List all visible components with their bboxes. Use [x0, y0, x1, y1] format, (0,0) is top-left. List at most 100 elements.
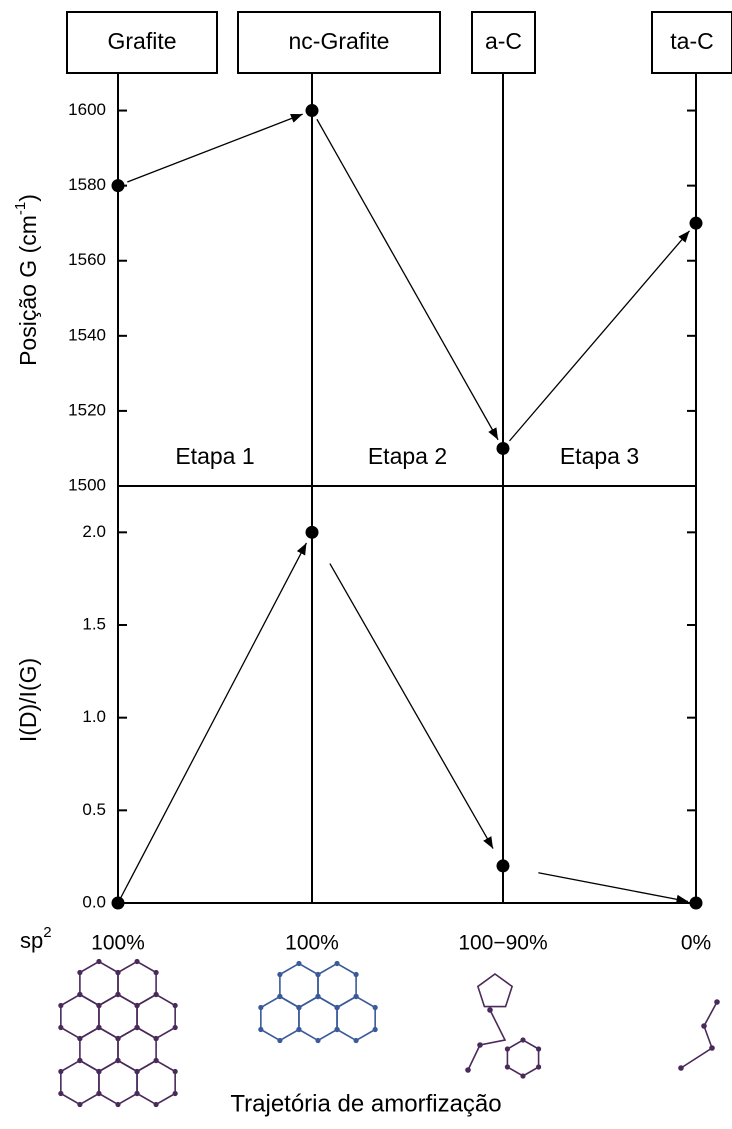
- category-label: a-C: [485, 28, 522, 54]
- atom: [153, 1057, 159, 1064]
- hexagon: [79, 1026, 119, 1073]
- hexagon: [279, 962, 319, 1009]
- hexagon: [60, 1059, 100, 1106]
- atom: [520, 1037, 526, 1043]
- chain: [467, 1009, 507, 1071]
- y-tick-label: 1500: [68, 475, 106, 494]
- atom: [258, 1026, 264, 1033]
- atom: [115, 1057, 121, 1064]
- atom: [96, 1068, 102, 1075]
- category-label: nc-Grafite: [289, 28, 390, 54]
- y-label-sup: -1: [12, 202, 29, 215]
- y-tick-label: 1.0: [82, 707, 106, 726]
- y-label-text: Posição G (cm: [15, 215, 41, 366]
- y-axis-label: Posição G (cm-1): [12, 194, 41, 366]
- atom: [520, 1073, 526, 1079]
- y-tick-label: 0.5: [82, 800, 106, 819]
- data-point: [111, 179, 125, 193]
- sp2-percentage: 100%: [91, 932, 145, 955]
- atom: [96, 1024, 102, 1031]
- arrow: [316, 118, 499, 441]
- y-tick-label: 1580: [68, 175, 106, 194]
- atom: [115, 1101, 121, 1108]
- pentagon: [476, 973, 514, 1008]
- hexagon: [136, 1059, 176, 1106]
- atom: [296, 1004, 302, 1011]
- y-tick-label: 1540: [68, 325, 106, 344]
- atom: [153, 1101, 159, 1108]
- category-box: [471, 11, 536, 74]
- hexagon: [298, 995, 338, 1042]
- atom: [77, 1101, 83, 1108]
- axes-frame: [117, 73, 697, 904]
- atom: [315, 971, 321, 978]
- sp-sup: 2: [43, 924, 51, 941]
- atom: [504, 1046, 511, 1052]
- atom: [465, 1067, 471, 1073]
- stage-label: Etapa 1: [175, 443, 254, 469]
- structure-icons: [58, 958, 720, 1108]
- atom: [58, 1090, 64, 1097]
- atom: [153, 991, 159, 998]
- data-point: [305, 525, 319, 539]
- atom: [709, 1045, 715, 1051]
- sp-text: sp: [20, 928, 43, 953]
- hexagon: [336, 995, 376, 1042]
- atom: [134, 1068, 140, 1075]
- data-point: [496, 441, 510, 455]
- atom: [504, 1064, 511, 1070]
- atom: [153, 969, 159, 976]
- y-tick-label: 1520: [68, 400, 106, 419]
- atom: [134, 1024, 140, 1031]
- hexagon: [506, 1039, 540, 1077]
- hexagon: [79, 960, 119, 1007]
- atom: [77, 1035, 83, 1042]
- atom: [334, 1026, 340, 1033]
- atom: [96, 1090, 102, 1097]
- atom: [372, 1004, 378, 1011]
- arrow: [538, 872, 689, 904]
- atom: [96, 1002, 102, 1009]
- category-label: ta-C: [670, 28, 713, 54]
- hexagon: [260, 995, 300, 1042]
- atom: [134, 1002, 140, 1009]
- atom: [77, 969, 83, 976]
- arrow: [329, 563, 494, 849]
- arrow: [117, 542, 308, 904]
- category-label: Grafite: [107, 28, 176, 54]
- y-label-text: ): [15, 194, 41, 202]
- atom: [714, 999, 720, 1005]
- atom: [535, 1046, 542, 1052]
- atom: [277, 1037, 283, 1044]
- y-axis-label: I(D)/I(G): [15, 658, 41, 742]
- hexagon: [60, 993, 100, 1040]
- atom: [134, 958, 140, 965]
- atom: [277, 993, 283, 1000]
- atom: [58, 1024, 64, 1031]
- sp2-label: sp2: [20, 924, 52, 953]
- data-point: [496, 859, 510, 873]
- y-tick-label: 1600: [68, 100, 106, 119]
- atom: [172, 1090, 178, 1097]
- y-tick-label: 0.0: [82, 892, 106, 911]
- data-point: [305, 104, 319, 118]
- y-tick-label: 2.0: [82, 522, 106, 541]
- sp2-percentage: 100−90%: [458, 932, 547, 955]
- atom: [134, 1090, 140, 1097]
- atom: [172, 1024, 178, 1031]
- sp2-percentage: 0%: [681, 932, 711, 955]
- x-axis-label: Trajetória de amorfização: [230, 1090, 501, 1117]
- atom: [115, 969, 121, 976]
- atom: [296, 1026, 302, 1033]
- atom: [678, 1065, 684, 1071]
- atom: [258, 1004, 264, 1011]
- category-box: [237, 11, 441, 74]
- arrow: [509, 230, 690, 442]
- hexagon: [98, 1059, 138, 1106]
- atom: [353, 1037, 359, 1044]
- atom: [315, 1037, 321, 1044]
- atom: [353, 971, 359, 978]
- atom: [115, 1035, 121, 1042]
- atom: [487, 1007, 493, 1013]
